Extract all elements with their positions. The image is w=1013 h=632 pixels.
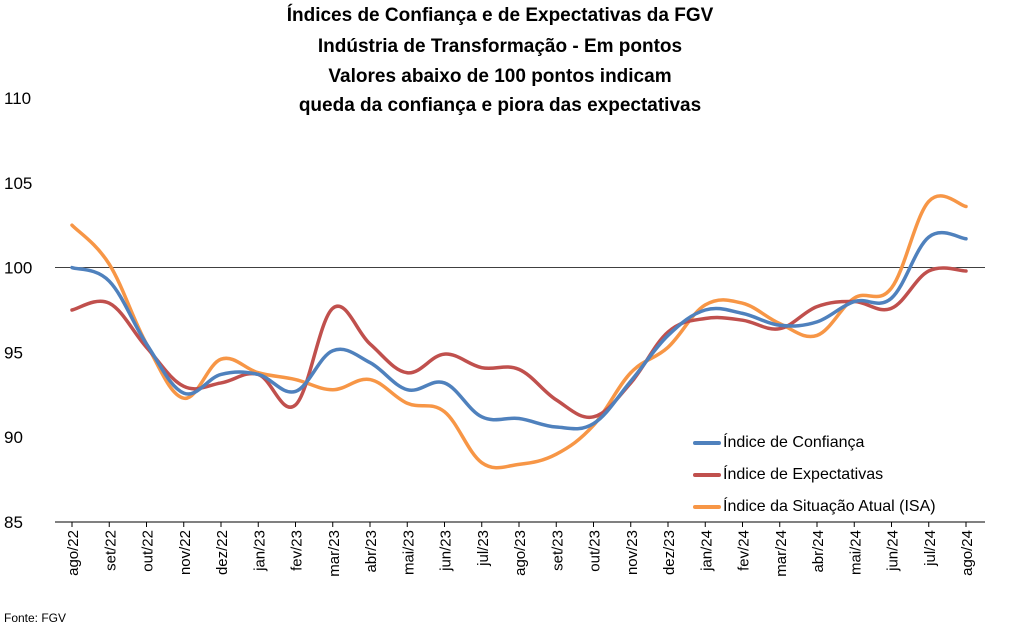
series-line-isa: [70, 194, 968, 470]
x-tick-label: jan/24: [698, 530, 715, 572]
x-tick-label: nov/22: [177, 530, 194, 575]
x-tick-label: set/23: [549, 530, 566, 571]
x-tick-label: mai/23: [400, 530, 417, 575]
x-tick-label: ago/24: [959, 530, 976, 576]
x-tick-label: jul/23: [475, 530, 492, 567]
x-tick-label: dez/23: [661, 530, 678, 575]
y-tick-label: 95: [4, 343, 23, 362]
chart-title-line-2: Indústria de Transformação - Em pontos: [317, 36, 683, 57]
x-tick-label: mai/24: [847, 530, 864, 575]
chart-legend: Índice de Confiança Índice de Expectativ…: [693, 427, 936, 523]
x-tick-label: jun/23: [438, 530, 455, 572]
x-tick-label: jul/24: [922, 530, 939, 567]
legend-item-isa: Índice da Situação Atual (ISA): [693, 491, 936, 523]
x-tick-label: out/22: [140, 530, 157, 572]
y-tick-label: 105: [4, 174, 32, 193]
y-tick-label: 85: [4, 513, 23, 532]
series-line-expectativas: [70, 266, 968, 420]
x-tick-label: jan/23: [251, 530, 268, 572]
y-tick-label: 90: [4, 428, 23, 447]
x-tick-label: ago/23: [512, 530, 529, 576]
x-tick-label: abr/23: [363, 530, 380, 573]
chart-title-line-3: Valores abaixo de 100 pontos indicam: [328, 66, 672, 87]
legend-swatch-confianca: [693, 441, 721, 445]
chart-title-line-1: Índices de Confiança e de Expectativas d…: [286, 5, 714, 26]
y-tick-label: 110: [4, 89, 31, 108]
legend-swatch-expectativas: [693, 473, 721, 477]
source-note: Fonte: FGV: [4, 611, 67, 625]
legend-item-expectativas: Índice de Expectativas: [693, 459, 936, 491]
legend-label-isa: Índice da Situação Atual (ISA): [723, 498, 936, 515]
x-tick-label: set/22: [102, 530, 119, 571]
x-tick-label: fev/23: [289, 530, 306, 571]
x-tick-label: mar/24: [773, 530, 790, 577]
legend-label-expectativas: Índice de Expectativas: [723, 466, 884, 483]
legend-label-confianca: Índice de Confiança: [723, 434, 865, 451]
x-tick-label: dez/22: [214, 530, 231, 575]
x-tick-label: fev/24: [736, 530, 753, 571]
x-tick-label: jun/24: [885, 530, 902, 572]
legend-swatch-isa: [693, 505, 721, 509]
chart-title-line-4: queda da confiança e piora das expectati…: [298, 95, 702, 116]
x-tick-label: nov/23: [624, 530, 641, 575]
x-tick-label: abr/24: [810, 530, 827, 573]
series-line-confianca: [70, 231, 968, 431]
y-tick-label: 100: [4, 259, 32, 278]
legend-item-confianca: Índice de Confiança: [693, 427, 936, 459]
x-tick-label: ago/22: [65, 530, 82, 576]
x-tick-label: mar/23: [326, 530, 343, 577]
x-tick-label: out/23: [587, 530, 604, 572]
